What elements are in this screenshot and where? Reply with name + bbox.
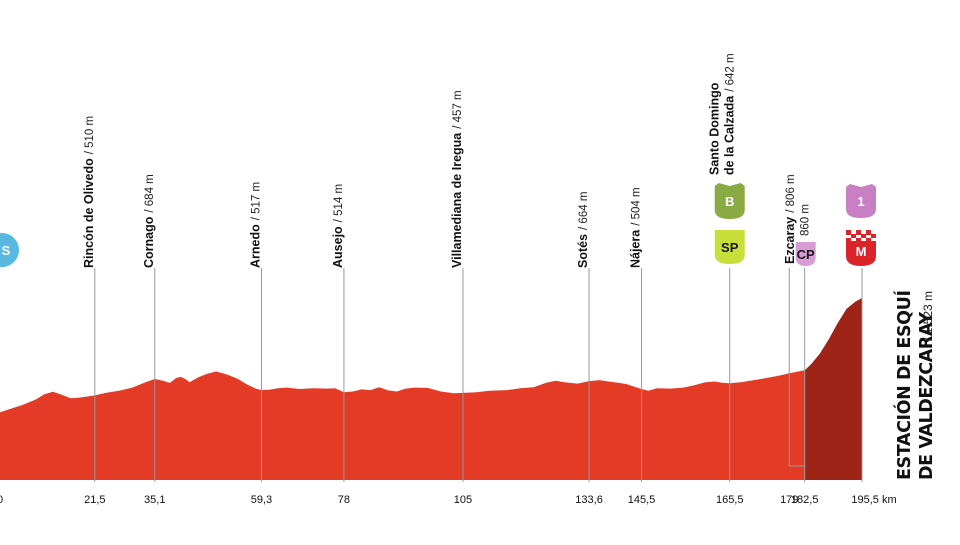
badge-shape (714, 230, 745, 264)
waypoint-name: Sotés (576, 234, 590, 268)
waypoint-label: Cornago / 684 m (142, 174, 156, 268)
waypoint-name: de la Calzada (723, 95, 737, 175)
finish-altitude: / 1.523 m (921, 291, 935, 341)
badge-label: CP (797, 247, 815, 262)
guide-layer (94, 268, 863, 482)
badge-checker (866, 235, 871, 238)
km-tick-label: 59,3 (251, 494, 272, 506)
waypoint-name: Nájera (629, 229, 643, 268)
waypoint-label: 860 m (800, 204, 812, 236)
waypoint-label: Nájera / 504 m (629, 187, 643, 268)
waypoint-label: Rincón de Olivedo / 510 m (82, 116, 96, 268)
badge-shape (795, 242, 816, 266)
waypoint-name: 860 m (800, 204, 812, 236)
km-tick-layer: 0 21,5 35,1 59,3 78 105 133,6 145,5 165,5 179182,… (0, 494, 897, 506)
waypoint-altitude: / 664 m (578, 192, 590, 230)
waypoint-label: Ausejo / 514 m (331, 184, 345, 268)
badge-bonus-icon: B (714, 183, 745, 219)
km-tick-label: 35,1 (144, 494, 165, 506)
finish-label-layer: ESTACIÓN DE ESQUÍ DE VALDEZCARAY / 1.523… (893, 290, 937, 480)
waypoint-label: Arnedo / 517 m (249, 182, 263, 268)
badge-checker (856, 235, 861, 238)
badge-layer: B SP CP 1 M S (0, 183, 876, 267)
waypoint-name: Rincón de Olivedo (82, 158, 96, 268)
km-tick-label: 133,6 (575, 494, 603, 506)
km-tick-label: 182,5 (791, 494, 819, 506)
waypoint-altitude: / 504 m (631, 187, 643, 225)
km-tick-label: 195,5 km (851, 494, 896, 506)
km-tick-label: 21,5 (84, 494, 105, 506)
waypoint-altitude: / 510 m (84, 116, 96, 154)
badge-start-icon: S (0, 233, 19, 267)
badge-sprint-icon: SP (714, 230, 745, 264)
waypoint-altitude: / 457 m (452, 90, 464, 128)
badge-checker (851, 238, 856, 241)
badge-checker (861, 238, 866, 241)
badge-shape (714, 183, 745, 219)
badge-label: B (725, 194, 734, 209)
badge-mountain-category-icon: 1 (846, 184, 876, 218)
waypoint-name: Ausejo (331, 226, 345, 268)
km-tick-label: 105 (454, 494, 472, 506)
waypoint-name: Arnedo (249, 224, 263, 268)
waypoint-name: Villamediana de Iregua (450, 132, 464, 268)
finish-name-line1: ESTACIÓN DE ESQUÍ (893, 290, 915, 480)
waypoint-name: Cornago (142, 216, 156, 268)
waypoint-altitude: / 514 m (333, 184, 345, 222)
badge-label: SP (721, 240, 739, 255)
badge-checker (871, 238, 876, 241)
profile-area (0, 370, 805, 480)
badge-shape (0, 233, 19, 267)
waypoint-altitude: / 517 m (251, 182, 263, 220)
final-climb-area (804, 298, 862, 480)
waypoint-label-layer: Rincón de Olivedo / 510 m Cornago / 684 m Ar… (82, 53, 812, 268)
badge-checker (846, 235, 851, 238)
waypoint-altitude: / 684 m (144, 174, 156, 212)
waypoint-label-santo-domingo-line2: de la Calzada / 642 m (723, 53, 737, 175)
km-tick-label: 78 (338, 494, 350, 506)
waypoint-name: Ezcaray (783, 217, 797, 264)
waypoint-altitude: / 806 m (785, 174, 797, 212)
badge-finish-icon: M (846, 230, 876, 266)
km-tick-label: 179 (780, 494, 798, 506)
badge-label: 1 (857, 194, 864, 209)
ezcaray-guide-line (788, 268, 805, 467)
waypoint-label-santo-domingo-line1: Santo Domingo (708, 82, 722, 175)
waypoint-label: Villamediana de Iregua / 457 m (450, 90, 464, 268)
badge-checkpoint-icon: CP (795, 242, 816, 266)
waypoint-label: Ezcaray / 806 m (783, 174, 797, 264)
km-tick-label: 0 (0, 494, 3, 506)
km-tick-label: 165,5 (716, 494, 744, 506)
badge-label: S (2, 243, 11, 258)
waypoint-altitude: / 642 m (725, 53, 737, 91)
badge-label: M (856, 244, 867, 259)
km-tick-label: 145,5 (628, 494, 656, 506)
finish-name-line2: DE VALDEZCARAY (917, 312, 937, 480)
badge-shape (846, 184, 876, 218)
profile-layer (0, 298, 862, 480)
waypoint-label: Sotés / 664 m (576, 192, 590, 268)
